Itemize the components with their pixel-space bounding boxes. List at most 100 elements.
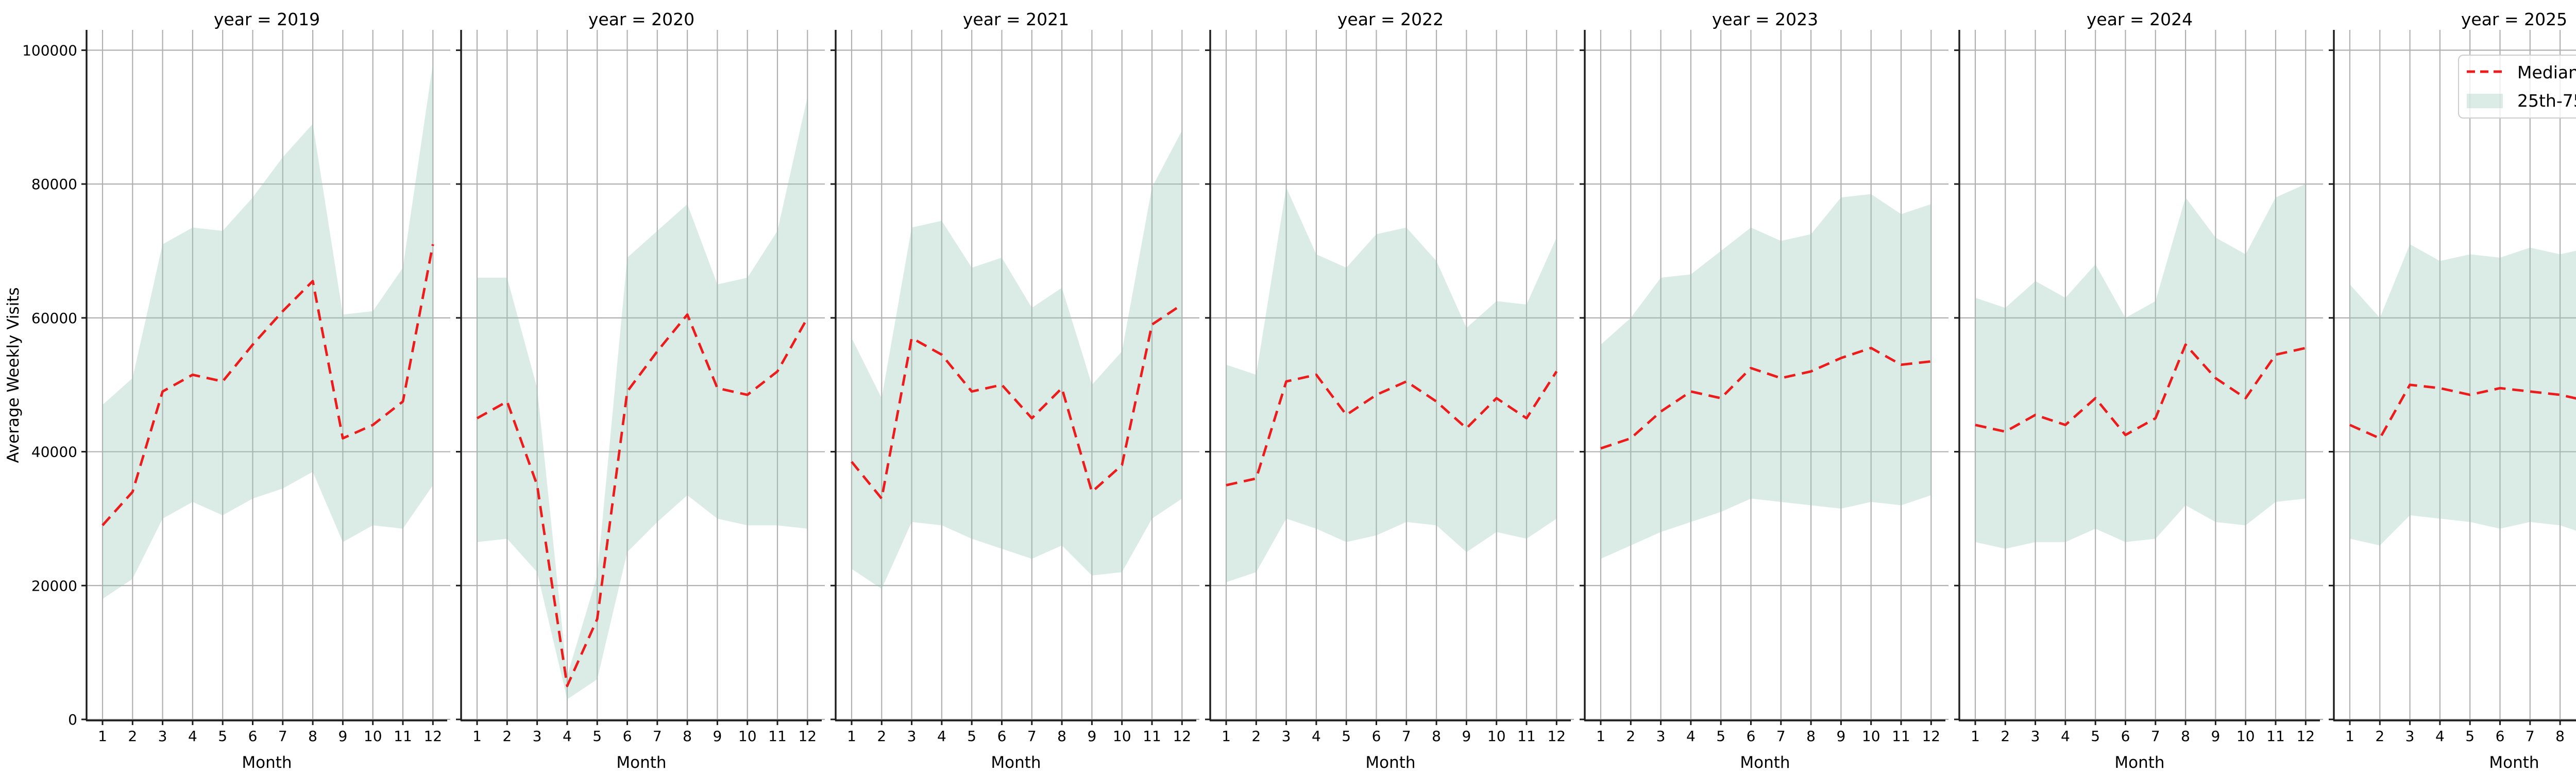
x-tick-label: 8: [308, 728, 317, 745]
x-tick-label: 2: [1626, 728, 1635, 745]
percentile-band-2024: [1975, 184, 2306, 549]
x-tick-label: 2: [128, 728, 137, 745]
x-tick-label: 7: [1776, 728, 1786, 745]
x-tick-label: 3: [158, 728, 167, 745]
x-tick-label: 7: [2526, 728, 2535, 745]
x-tick-label: 10: [1487, 728, 1506, 745]
legend-band-swatch: [2467, 94, 2503, 108]
legend: Median 25th-75th Percentile: [2458, 55, 2576, 119]
x-tick-label: 12: [423, 728, 442, 745]
x-tick-label: 4: [1312, 728, 1321, 745]
x-tick-label: 1: [2345, 728, 2354, 745]
percentile-band-2023: [1601, 194, 1931, 559]
x-tick-label: 3: [533, 728, 542, 745]
x-axis-label-2024: Month: [2114, 753, 2164, 772]
x-tick-label: 1: [1971, 728, 1980, 745]
x-tick-label: 12: [1173, 728, 1191, 745]
median-line-2022: [1226, 371, 1558, 486]
x-tick-label: 3: [2031, 728, 2040, 745]
facet-title-2025: year = 2025: [2461, 9, 2567, 29]
x-tick-label: 9: [338, 728, 347, 745]
x-tick-label: 3: [2405, 728, 2415, 745]
x-tick-label: 7: [1402, 728, 1411, 745]
x-axis-label-2023: Month: [1740, 753, 1790, 772]
x-tick-label: 3: [907, 728, 917, 745]
x-axis-label-2020: Month: [616, 753, 666, 772]
x-tick-label: 8: [2555, 728, 2565, 745]
x-tick-label: 4: [188, 728, 197, 745]
x-tick-label: 7: [1027, 728, 1037, 745]
grid-2019: [87, 30, 450, 720]
x-tick-label: 8: [2181, 728, 2190, 745]
x-tick-label: 4: [1686, 728, 1696, 745]
grid-2020: [461, 30, 825, 720]
x-tick-label: 2: [1251, 728, 1261, 745]
x-tick-label: 9: [1836, 728, 1845, 745]
x-tick-label: 12: [2296, 728, 2315, 745]
facet-title-2021: year = 2021: [963, 9, 1069, 29]
x-tick-label: 8: [1057, 728, 1066, 745]
x-tick-label: 5: [967, 728, 976, 745]
x-tick-label: 8: [1806, 728, 1816, 745]
x-tick-label: 11: [1517, 728, 1536, 745]
x-tick-label: 4: [563, 728, 572, 745]
x-tick-label: 12: [1547, 728, 1566, 745]
grid-2021: [836, 30, 1199, 720]
percentile-band-2020: [477, 97, 808, 700]
y-tick-label: 60000: [31, 310, 77, 327]
x-tick-label: 5: [592, 728, 602, 745]
x-tick-label: 11: [1143, 728, 1161, 745]
x-tick-label: 1: [1222, 728, 1231, 745]
x-axis-label-2021: Month: [991, 753, 1041, 772]
x-tick-label: 3: [1282, 728, 1291, 745]
x-tick-label: 9: [1087, 728, 1096, 745]
x-tick-label: 2: [2375, 728, 2384, 745]
percentile-band-2021: [852, 130, 1182, 589]
x-tick-label: 1: [1596, 728, 1605, 745]
x-tick-label: 11: [394, 728, 412, 745]
x-tick-label: 5: [1342, 728, 1351, 745]
x-tick-label: 5: [1716, 728, 1725, 745]
x-tick-label: 1: [847, 728, 856, 745]
grid-2022: [1210, 30, 1574, 720]
x-tick-label: 6: [1747, 728, 1756, 745]
x-tick-label: 10: [2236, 728, 2255, 745]
median-line-2021: [851, 303, 1183, 500]
grid-2023: [1585, 30, 1948, 720]
x-axis-label-2025: Month: [2489, 753, 2539, 772]
x-tick-label: 10: [738, 728, 757, 745]
x-tick-label: 5: [2091, 728, 2100, 745]
x-tick-label: 8: [1432, 728, 1441, 745]
x-tick-label: 7: [278, 728, 287, 745]
x-tick-label: 6: [997, 728, 1007, 745]
legend-label-percentile: 25th-75th Percentile: [2517, 91, 2576, 111]
median-line-2023: [1600, 346, 1931, 450]
grid-2025: [2334, 30, 2576, 720]
median-line-2019: [101, 244, 434, 527]
x-tick-label: 10: [1862, 728, 1880, 745]
x-tick-label: 9: [1462, 728, 1471, 745]
y-tick-label: 100000: [22, 42, 77, 59]
x-tick-label: 7: [2151, 728, 2160, 745]
facet-title-2023: year = 2023: [1712, 9, 1818, 29]
percentile-band-2025: [2350, 244, 2576, 546]
x-tick-label: 2: [502, 728, 512, 745]
facet-title-2020: year = 2020: [588, 9, 694, 29]
x-axis-label-2019: Month: [242, 753, 292, 772]
median-line-2025: [2349, 383, 2576, 440]
x-tick-label: 4: [2435, 728, 2445, 745]
x-tick-label: 5: [2465, 728, 2475, 745]
x-tick-label: 1: [472, 728, 482, 745]
legend-label-median: Median: [2517, 62, 2576, 82]
facet-title-2022: year = 2022: [1337, 9, 1444, 29]
x-tick-label: 6: [248, 728, 258, 745]
x-tick-label: 12: [798, 728, 817, 745]
x-tick-label: 6: [623, 728, 632, 745]
x-tick-label: 2: [2001, 728, 2010, 745]
percentile-band-2022: [1226, 187, 1557, 582]
